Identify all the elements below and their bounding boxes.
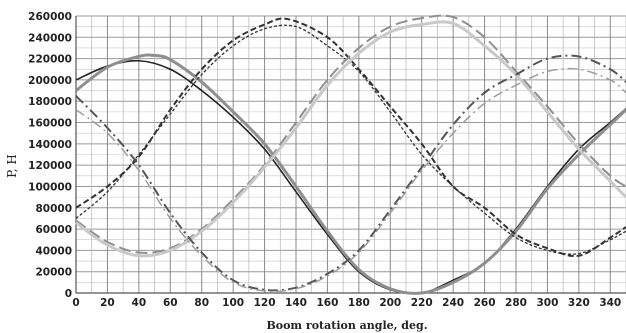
series-line-5	[75, 14, 626, 254]
y-tick-label: 80000	[35, 203, 72, 215]
x-axis-title: Boom rotation angle, deg.	[266, 319, 427, 332]
x-tick-label: 320	[568, 297, 590, 309]
x-tick-label: 300	[536, 297, 558, 309]
series-line-6	[75, 20, 626, 258]
y-tick-label: 160000	[28, 118, 72, 130]
series-line-7	[75, 54, 626, 292]
series-line-8	[75, 67, 626, 293]
y-tick-label: 140000	[28, 139, 72, 151]
y-tick-label: 0	[65, 288, 72, 300]
series-layer	[75, 14, 626, 295]
y-tick-label: 200000	[28, 75, 72, 87]
y-tick-label: 60000	[35, 224, 72, 236]
y-axis-title: P, H	[5, 154, 19, 178]
x-tick-label: 60	[163, 297, 178, 309]
series-line-2	[75, 53, 626, 295]
x-tick-label: 100	[222, 297, 244, 309]
series-line-1	[75, 59, 626, 295]
x-tick-label: 140	[285, 297, 307, 309]
x-tick-label: 220	[411, 297, 433, 309]
x-tick-label: 260	[474, 297, 496, 309]
x-tick-label: 80	[194, 297, 209, 309]
x-tick-label: 40	[132, 297, 147, 309]
y-tick-label: 100000	[28, 181, 72, 193]
y-tick-label: 240000	[28, 32, 72, 44]
x-tick-label: 200	[379, 297, 401, 309]
y-tick-label: 120000	[28, 160, 72, 172]
x-tick-label: 180	[348, 297, 370, 309]
x-tick-label: 0	[72, 297, 79, 309]
y-tick-label: 180000	[28, 96, 72, 108]
x-tick-label: 20	[100, 297, 115, 309]
series-line-4	[75, 24, 626, 255]
y-tick-label: 260000	[28, 11, 72, 23]
y-tick-label: 220000	[28, 54, 72, 66]
x-tick-label: 160	[316, 297, 338, 309]
x-tick-label: 280	[505, 297, 527, 309]
series-line-3	[75, 17, 626, 258]
x-tick-label: 340	[599, 297, 621, 309]
tick-labels: 0 20000 40000 60000 80000 100000 120000 140000 1…	[28, 11, 621, 309]
y-tick-label: 20000	[35, 267, 72, 279]
x-tick-label: 120	[254, 297, 276, 309]
y-tick-label: 40000	[35, 245, 72, 257]
x-tick-label: 240	[442, 297, 464, 309]
